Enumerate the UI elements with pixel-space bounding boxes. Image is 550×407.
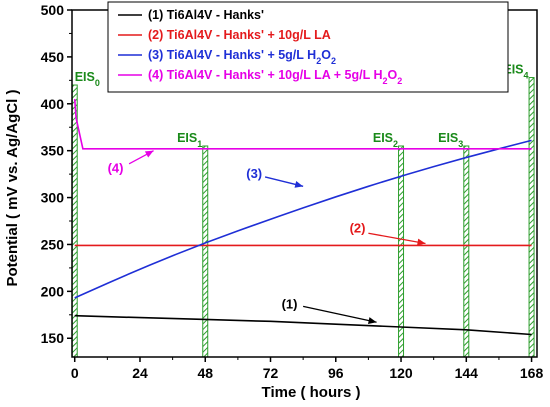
y-tick-label-2: 250: [41, 236, 65, 252]
y-tick-label-6: 450: [41, 49, 65, 65]
y-tick-label-0: 150: [41, 330, 65, 346]
legend-label-2: (2) Ti6Al4V - Hanks' + 10g/L LA: [148, 28, 331, 42]
annotation-arrowhead-1: [368, 317, 377, 325]
legend: (1) Ti6Al4V - Hanks' (2) Ti6Al4V - Hanks'…: [107, 1, 509, 93]
annotation-arrow-1: [303, 305, 377, 323]
x-tick-label-2: 48: [197, 365, 213, 381]
x-tick-label-6: 144: [455, 365, 479, 381]
annotation-arrowhead-4: [144, 150, 154, 158]
legend-label-3: (3) Ti6Al4V - Hanks' + 5g/L H2O2: [148, 48, 336, 66]
series-line-1: [74, 314, 532, 336]
series-annotation-2: (2): [350, 221, 366, 236]
y-tick-label-3: 300: [41, 190, 65, 206]
eis-label-2: EIS2: [373, 131, 398, 149]
series-line-3: [74, 139, 532, 299]
y-tick-label-4: 350: [41, 143, 65, 159]
series-lines: [73, 99, 532, 336]
annotation-arrowhead-3: [294, 181, 304, 188]
eis-label-1: EIS1: [177, 131, 202, 149]
eis-label-0: EIS0: [75, 70, 100, 88]
annotation-arrow-2: [368, 232, 426, 245]
x-tick-label-7: 168: [520, 365, 544, 381]
eis-markers: EIS0 EIS1 EIS2 EIS3 EIS4: [71, 63, 535, 358]
y-tick-label-5: 400: [41, 96, 65, 112]
x-tick-label-4: 96: [328, 365, 344, 381]
annotation-arrowhead-2: [417, 238, 426, 246]
x-tick-label-3: 72: [263, 365, 279, 381]
legend-label-1: (1) Ti6Al4V - Hanks': [148, 8, 264, 22]
series-annotation-4: (4): [108, 161, 124, 176]
legend-label-4: (4) Ti6Al4V - Hanks' + 10g/L LA + 5g/L H…: [148, 68, 402, 86]
y-tick-label-7: 500: [41, 2, 65, 18]
eis-bar-4: [528, 77, 535, 358]
series-annotations: (1) (2) (3) (4): [108, 150, 426, 325]
y-axis-title: Potential ( mV vs. Ag/AgCl ): [4, 90, 21, 287]
axes: 0 24 48 72 96 120 144 168 150 200 250 300 350 400 450 5…: [41, 2, 544, 381]
series-annotation-3: (3): [246, 166, 262, 181]
series-annotation-1: (1): [282, 297, 298, 312]
x-tick-label-0: 0: [71, 365, 79, 381]
eis-bar-2: [398, 145, 405, 358]
x-axis-title: Time ( hours ): [262, 384, 361, 401]
eis-bar-3: [463, 145, 470, 358]
eis-label-4: EIS4: [503, 63, 528, 81]
y-tick-label-1: 200: [41, 283, 65, 299]
eis-bar-1: [202, 145, 209, 358]
eis-label-3: EIS3: [438, 131, 463, 149]
legend-box: [107, 1, 509, 93]
x-tick-label-1: 24: [132, 365, 148, 381]
x-tick-label-5: 120: [389, 365, 413, 381]
series-line-4: [73, 99, 532, 150]
